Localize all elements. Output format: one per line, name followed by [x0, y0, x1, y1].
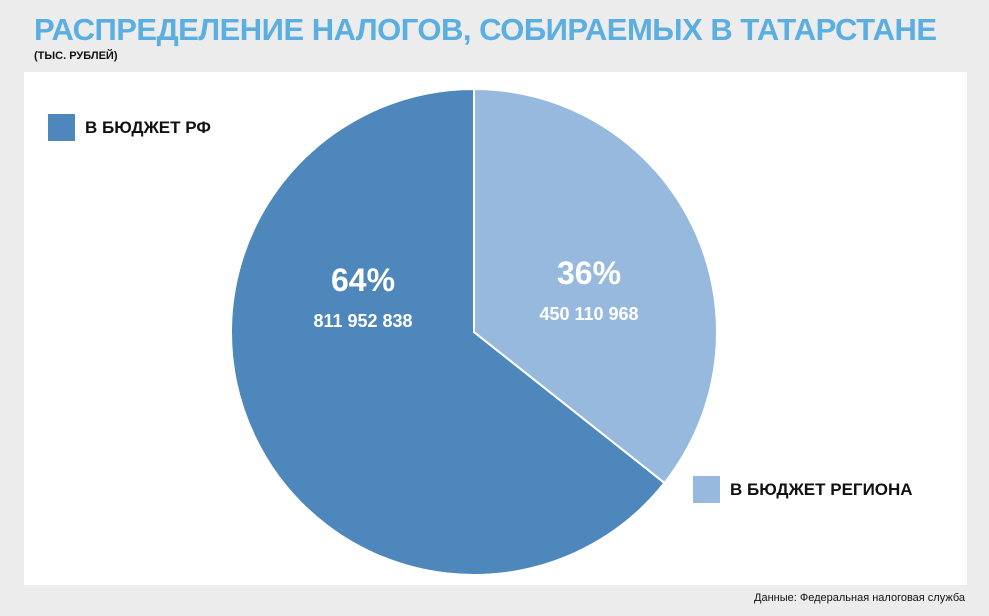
legend-swatch-federal: [48, 114, 75, 141]
legend-label-regional: В БЮДЖЕТ РЕГИОНА: [730, 479, 913, 499]
pie-slice-regional: [473, 87, 718, 485]
chart-title: РАСПРЕДЕЛЕНИЕ НАЛОГОВ, СОБИРАЕМЫХ В ТАТА…: [34, 12, 937, 47]
slice-value-regional: 450 110 968: [539, 304, 638, 324]
slice-percent-regional: 36%: [557, 255, 621, 291]
legend-label-federal: В БЮДЖЕТ РФ: [85, 117, 211, 137]
pie-slices: [230, 87, 718, 576]
slice-value-federal: 811 952 838: [313, 311, 412, 331]
pie-slice-federal: [230, 87, 666, 576]
source-note: Данные: Федеральная налоговая служба: [754, 592, 965, 604]
pie-labels: 64% 811 952 838 36% 450 110 968: [313, 255, 638, 331]
legend-swatch-regional: [693, 476, 720, 503]
legend-item-regional: В БЮДЖЕТ РЕГИОНА: [693, 476, 913, 503]
chart-subtitle: (ТЫС. РУБЛЕЙ): [34, 50, 118, 62]
slice-percent-federal: 64%: [331, 262, 395, 298]
legend-item-federal: В БЮДЖЕТ РФ: [48, 114, 211, 141]
